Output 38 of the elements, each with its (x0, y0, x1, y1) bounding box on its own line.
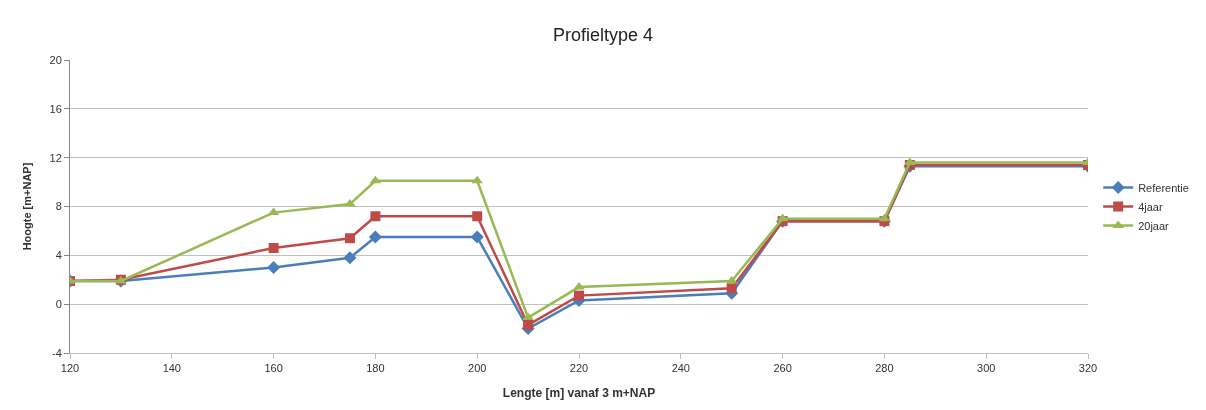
point (470, 230, 484, 244)
y-tick-label: 8 (55, 200, 62, 213)
x-axis-title: Lengte [m] vanaf 3 m+NAP (502, 386, 656, 401)
x-tick-label: 160 (264, 362, 283, 375)
point (904, 157, 916, 166)
x-tick-label: 120 (60, 362, 80, 375)
point (368, 230, 382, 244)
legend-label: 4jaar (1138, 200, 1163, 213)
x-tick-label: 300 (977, 362, 996, 375)
y-axis-title: Hoogte [m+NAP] (21, 162, 34, 251)
point (472, 211, 483, 222)
point (267, 261, 281, 275)
point (471, 175, 483, 184)
y-tick-label: 20 (49, 53, 62, 66)
x-tick-label: 260 (773, 362, 792, 375)
y-tick-label: 16 (49, 102, 62, 115)
x-tick-label: 220 (569, 362, 589, 375)
chart-title: Profieltype 4 (552, 25, 654, 46)
x-tick-label: 280 (875, 362, 894, 375)
y-tick-label: 0 (55, 298, 62, 311)
point (343, 251, 357, 265)
x-tick-label: 200 (468, 362, 487, 375)
point (523, 319, 534, 330)
point (268, 243, 279, 254)
y-tick-label: 12 (49, 151, 62, 164)
point (522, 312, 534, 321)
point (344, 233, 355, 244)
x-tick-label: 320 (1078, 362, 1098, 375)
x-tick-label: 140 (162, 362, 181, 375)
y-tick-label: -4 (52, 346, 62, 359)
point (574, 290, 584, 301)
y-tick-label: 4 (55, 249, 62, 262)
point (370, 211, 381, 222)
x-tick-label: 180 (366, 362, 385, 375)
point (726, 283, 737, 294)
legend-label: Referentie (1138, 181, 1189, 194)
legend-label: 20jaar (1138, 219, 1170, 232)
x-tick-label: 240 (671, 362, 690, 375)
